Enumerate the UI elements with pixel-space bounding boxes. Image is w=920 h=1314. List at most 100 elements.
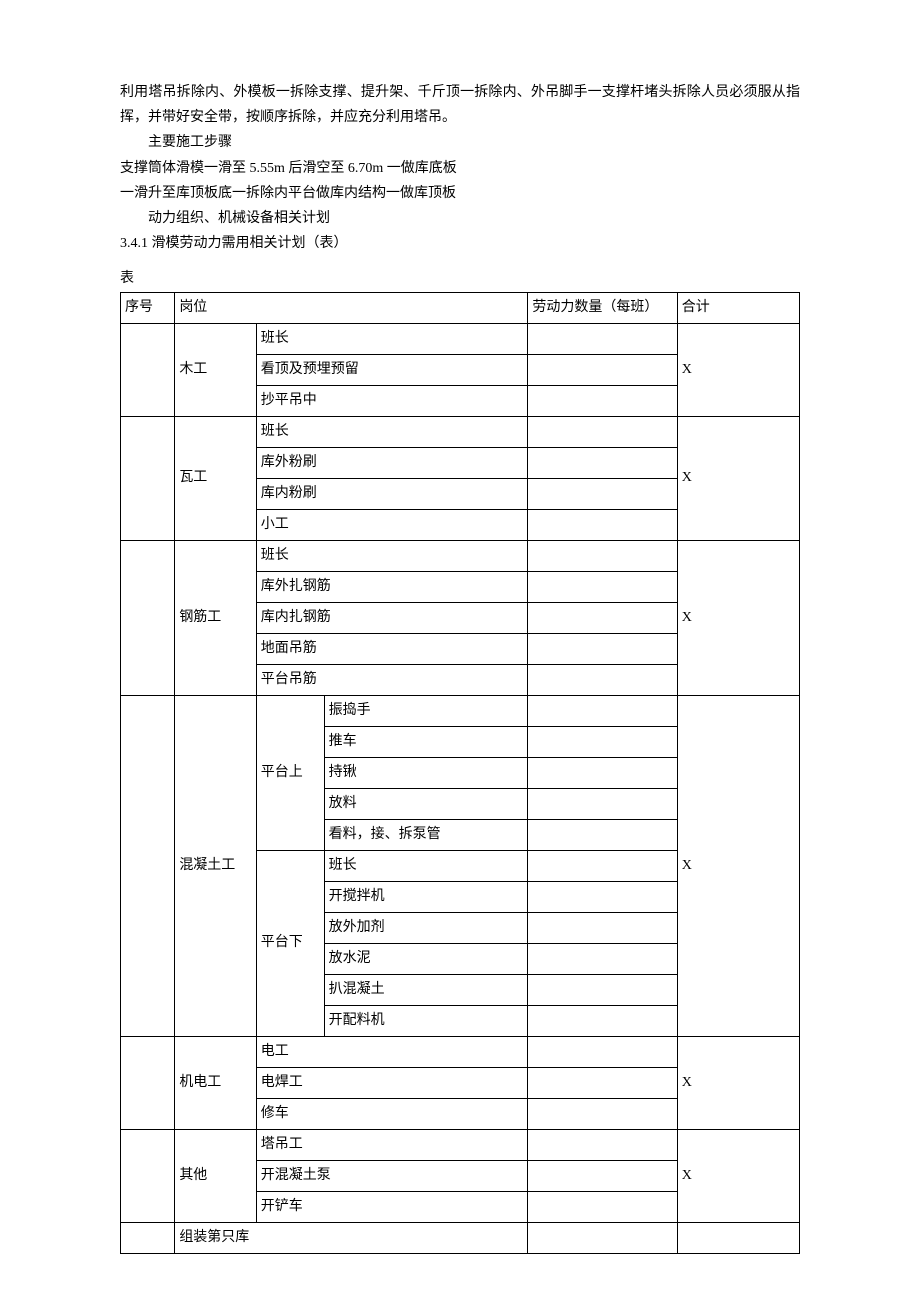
- table-row: 木工 班长 X: [121, 323, 800, 354]
- cell-item: 扒混凝土: [324, 974, 528, 1005]
- paragraph-3: 支撑筒体滑模一滑至 5.55m 后滑空至 6.70m 一做库底板: [120, 156, 800, 181]
- cell-seq: [121, 1129, 175, 1222]
- header-seq: 序号: [121, 292, 175, 323]
- cell-role: 组装第只库: [175, 1222, 528, 1253]
- cell-item: 电工: [256, 1036, 528, 1067]
- cell-qty: [528, 571, 677, 602]
- cell-qty: [528, 757, 677, 788]
- table-row: 其他 塔吊工 X: [121, 1129, 800, 1160]
- table-row: 瓦工 班长 X: [121, 416, 800, 447]
- cell-qty: [528, 695, 677, 726]
- cell-seq: [121, 540, 175, 695]
- cell-role: 其他: [175, 1129, 256, 1222]
- cell-qty: [528, 850, 677, 881]
- cell-qty: [528, 509, 677, 540]
- cell-seq: [121, 416, 175, 540]
- cell-qty: [528, 881, 677, 912]
- table-row: 组装第只库: [121, 1222, 800, 1253]
- cell-item: 放外加剂: [324, 912, 528, 943]
- cell-item: 电焊工: [256, 1067, 528, 1098]
- cell-qty: [528, 819, 677, 850]
- cell-item: 库内粉刷: [256, 478, 528, 509]
- cell-subrole: 平台上: [256, 695, 324, 850]
- cell-subrole: 平台下: [256, 850, 324, 1036]
- paragraph-6: 3.4.1 滑模劳动力需用相关计划（表）: [120, 231, 800, 256]
- cell-role: 钢筋工: [175, 540, 256, 695]
- cell-qty: [528, 354, 677, 385]
- cell-item: 平台吊筋: [256, 664, 528, 695]
- table-row: 钢筋工 班长 X: [121, 540, 800, 571]
- header-qty: 劳动力数量（每班）: [528, 292, 677, 323]
- cell-qty: [528, 1160, 677, 1191]
- cell-qty: [528, 912, 677, 943]
- cell-item: 班长: [256, 540, 528, 571]
- cell-qty: [528, 633, 677, 664]
- cell-role: 机电工: [175, 1036, 256, 1129]
- cell-qty: [528, 726, 677, 757]
- cell-qty: [528, 1222, 677, 1253]
- cell-seq: [121, 1222, 175, 1253]
- cell-sum: X: [677, 695, 799, 1036]
- cell-item: 班长: [324, 850, 528, 881]
- cell-qty: [528, 416, 677, 447]
- table-header-row: 序号 岗位 劳动力数量（每班） 合计: [121, 292, 800, 323]
- cell-item: 振捣手: [324, 695, 528, 726]
- cell-sum: X: [677, 540, 799, 695]
- cell-item: 库外粉刷: [256, 447, 528, 478]
- cell-item: 小工: [256, 509, 528, 540]
- header-role: 岗位: [175, 292, 528, 323]
- cell-role: 木工: [175, 323, 256, 416]
- cell-qty: [528, 447, 677, 478]
- cell-qty: [528, 1036, 677, 1067]
- cell-item: 放水泥: [324, 943, 528, 974]
- cell-qty: [528, 540, 677, 571]
- cell-item: 库外扎钢筋: [256, 571, 528, 602]
- cell-qty: [528, 323, 677, 354]
- cell-qty: [528, 1191, 677, 1222]
- cell-sum: X: [677, 323, 799, 416]
- cell-qty: [528, 1005, 677, 1036]
- cell-role: 瓦工: [175, 416, 256, 540]
- cell-item: 开配料机: [324, 1005, 528, 1036]
- cell-sum: X: [677, 1036, 799, 1129]
- cell-item: 看料，接、拆泵管: [324, 819, 528, 850]
- cell-qty: [528, 974, 677, 1005]
- cell-qty: [528, 664, 677, 695]
- cell-qty: [528, 943, 677, 974]
- paragraph-1: 利用塔吊拆除内、外模板一拆除支撑、提升架、千斤顶一拆除内、外吊脚手一支撑杆堵头拆…: [120, 80, 800, 130]
- cell-sum: X: [677, 416, 799, 540]
- cell-item: 班长: [256, 323, 528, 354]
- table-row: 机电工 电工 X: [121, 1036, 800, 1067]
- cell-item: 放料: [324, 788, 528, 819]
- cell-qty: [528, 1067, 677, 1098]
- cell-item: 修车: [256, 1098, 528, 1129]
- cell-item: 开混凝土泵: [256, 1160, 528, 1191]
- cell-item: 库内扎钢筋: [256, 602, 528, 633]
- cell-item: 开铲车: [256, 1191, 528, 1222]
- cell-role: 混凝土工: [175, 695, 256, 1036]
- table-row: 混凝土工 平台上 振捣手 X: [121, 695, 800, 726]
- cell-qty: [528, 1098, 677, 1129]
- cell-item: 班长: [256, 416, 528, 447]
- cell-qty: [528, 478, 677, 509]
- cell-qty: [528, 602, 677, 633]
- cell-item: 看顶及预埋预留: [256, 354, 528, 385]
- cell-qty: [528, 788, 677, 819]
- cell-item: 持锹: [324, 757, 528, 788]
- table-caption: 表: [120, 266, 800, 291]
- cell-seq: [121, 1036, 175, 1129]
- header-sum: 合计: [677, 292, 799, 323]
- cell-seq: [121, 695, 175, 1036]
- cell-sum: X: [677, 1129, 799, 1222]
- paragraph-5: 动力组织、机械设备相关计划: [120, 206, 800, 231]
- paragraph-4: 一滑升至库顶板底一拆除内平台做库内结构一做库顶板: [120, 181, 800, 206]
- cell-item: 抄平吊中: [256, 385, 528, 416]
- cell-item: 开搅拌机: [324, 881, 528, 912]
- cell-item: 推车: [324, 726, 528, 757]
- paragraph-2: 主要施工步骤: [120, 130, 800, 155]
- cell-sum: [677, 1222, 799, 1253]
- cell-item: 地面吊筋: [256, 633, 528, 664]
- cell-item: 塔吊工: [256, 1129, 528, 1160]
- cell-seq: [121, 323, 175, 416]
- cell-qty: [528, 1129, 677, 1160]
